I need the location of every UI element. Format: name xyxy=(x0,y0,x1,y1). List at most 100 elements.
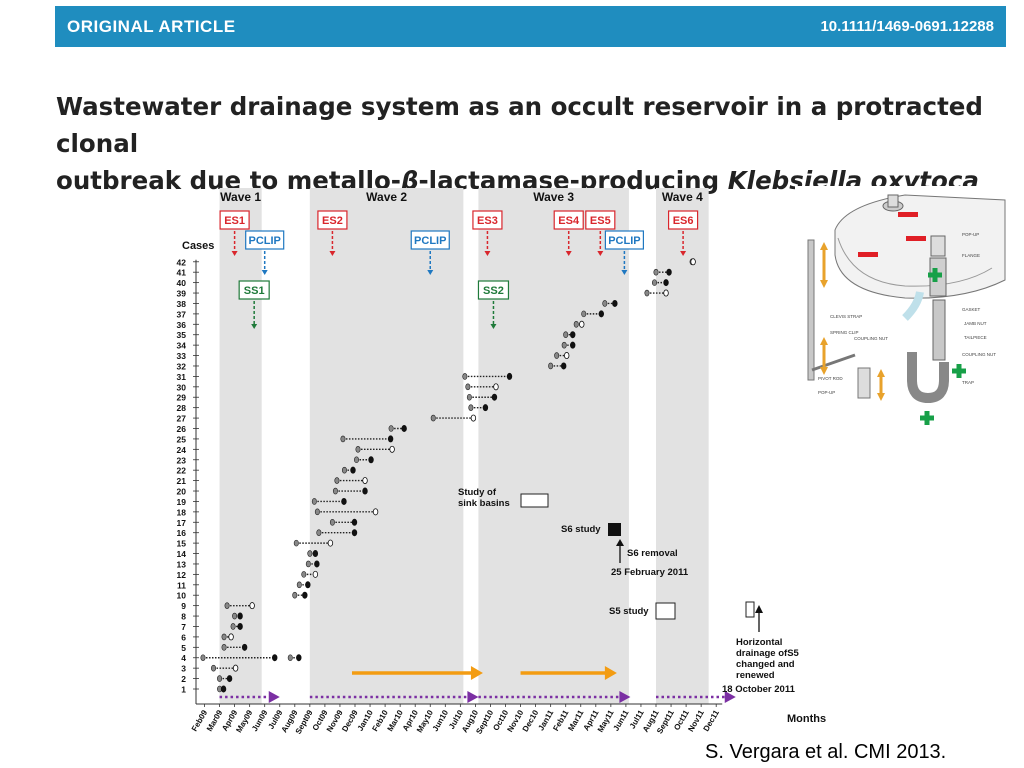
pclip-label-8: PCLIP xyxy=(414,235,446,247)
sink-label-1: POP-UP xyxy=(962,232,979,237)
sink-label-9: SPRING CLIP xyxy=(830,330,859,335)
tailpiece xyxy=(932,299,946,361)
y-tick-label: 16 xyxy=(177,528,187,538)
case-end-mark xyxy=(666,268,672,276)
drain-pipe xyxy=(902,291,924,321)
motion-arrowhead-up-2 xyxy=(820,337,828,345)
sink-label-7: TRAP xyxy=(962,380,974,385)
case-end-mark xyxy=(491,393,498,401)
article-type-label: ORIGINAL ARTICLE xyxy=(67,17,236,36)
s6-removal-label: S6 removal xyxy=(627,548,678,559)
motion-arrowhead-up-1 xyxy=(820,242,828,250)
y-tick-label: 30 xyxy=(177,382,187,392)
case-start-mark xyxy=(340,435,346,443)
case-start-mark xyxy=(355,446,361,453)
s6-study-box xyxy=(608,523,621,536)
case-start-mark xyxy=(573,320,579,328)
case-start-mark xyxy=(388,425,394,432)
sink-basin xyxy=(834,194,1006,299)
s5-marker-box xyxy=(745,601,755,618)
motion-arrowhead-down-1 xyxy=(820,280,828,288)
y-tick-label: 27 xyxy=(177,414,187,424)
study-sink-basins-label: Study of sink basins xyxy=(458,487,510,509)
y-tick-label: 24 xyxy=(177,445,187,455)
case-start-mark xyxy=(307,550,313,557)
case-start-mark xyxy=(561,341,567,349)
es-box-3 xyxy=(472,210,503,230)
case-start-mark xyxy=(334,477,340,484)
wave-label-3: Wave 3 xyxy=(533,190,574,204)
y-tick-label: 23 xyxy=(177,455,187,465)
minus-mark-2 xyxy=(906,236,926,241)
case-end-mark xyxy=(560,362,567,370)
case-start-mark xyxy=(316,529,322,537)
y-axis-title: Cases xyxy=(182,240,214,252)
s5-study-label: S5 study xyxy=(609,606,649,617)
case-start-mark xyxy=(329,518,335,526)
case-start-mark xyxy=(230,623,236,630)
pivot-rod xyxy=(811,353,856,372)
sink-drain-diagram: POP-UP FLANGE GASKET JAMB NUT TAILPIECE COUPL… xyxy=(795,186,1010,425)
y-tick-label: 7 xyxy=(181,622,186,632)
pclip-box-9 xyxy=(604,230,644,250)
case-start-mark xyxy=(332,487,338,495)
s6-removal-arrowhead xyxy=(616,539,624,546)
case-end-mark xyxy=(237,612,243,620)
wave-label-2: Wave 2 xyxy=(366,190,407,204)
case-end-mark xyxy=(341,497,347,505)
es-box-5 xyxy=(585,210,616,230)
ss-label-11: SS2 xyxy=(483,285,504,297)
case-end-mark xyxy=(570,331,576,339)
s6-removal-date: 25 February 2011 xyxy=(611,567,689,578)
y-tick-label: 10 xyxy=(177,591,187,601)
y-tick-label: 2 xyxy=(181,674,186,684)
plus-mark-v-3 xyxy=(924,411,930,425)
y-tick-label: 15 xyxy=(177,539,187,549)
es-box-4 xyxy=(553,210,584,230)
pclip-arrowhead-8 xyxy=(427,270,434,275)
y-tick-label: 12 xyxy=(177,570,187,580)
y-tick-label: 8 xyxy=(181,612,186,622)
case-start-mark xyxy=(221,644,227,651)
y-tick-label: 19 xyxy=(177,497,187,507)
y-tick-label: 32 xyxy=(177,361,187,371)
case-end-mark xyxy=(362,477,368,485)
case-end-mark xyxy=(226,675,233,683)
case-end-mark xyxy=(220,685,227,693)
minus-mark-1 xyxy=(898,212,918,217)
motion-arrowhead-down-3 xyxy=(877,393,885,401)
case-end-mark xyxy=(272,654,278,662)
y-tick-label: 35 xyxy=(177,330,187,340)
case-start-mark xyxy=(232,612,238,620)
wave-band-2 xyxy=(309,188,464,704)
case-end-mark xyxy=(362,487,368,495)
case-end-mark xyxy=(579,320,585,328)
y-tick-label: 17 xyxy=(177,518,187,528)
y-tick-label: 37 xyxy=(177,309,187,319)
ss-box-10 xyxy=(238,280,270,300)
case-end-mark xyxy=(232,664,239,672)
case-end-mark xyxy=(401,424,407,432)
pclip-arrowhead-7 xyxy=(261,270,268,275)
case-start-mark xyxy=(211,664,217,672)
y-tick-label: 31 xyxy=(177,372,187,382)
es-label-2: ES2 xyxy=(322,215,343,227)
sink-label-2: FLANGE xyxy=(962,253,980,258)
y-tick-label: 18 xyxy=(177,507,187,517)
clevis-strap xyxy=(807,239,815,381)
x-tick-label: Jun10 xyxy=(431,708,451,733)
case-end-mark xyxy=(612,299,618,307)
case-end-mark xyxy=(312,570,319,578)
y-tick-label: 13 xyxy=(177,559,187,569)
case-start-mark xyxy=(292,591,298,599)
sink-label-5: TAILPIECE xyxy=(964,335,987,340)
es-label-3: ES3 xyxy=(477,215,498,227)
sink-label-10: COUPLING NUT xyxy=(854,336,888,341)
purple-arrowhead-1 xyxy=(268,691,280,703)
case-start-mark xyxy=(354,456,360,464)
ss-box-11 xyxy=(477,280,510,300)
s5-study-box xyxy=(655,602,676,620)
es-label-6: ES6 xyxy=(673,215,694,227)
y-tick-label: 29 xyxy=(177,393,187,403)
case-end-mark xyxy=(387,435,394,443)
